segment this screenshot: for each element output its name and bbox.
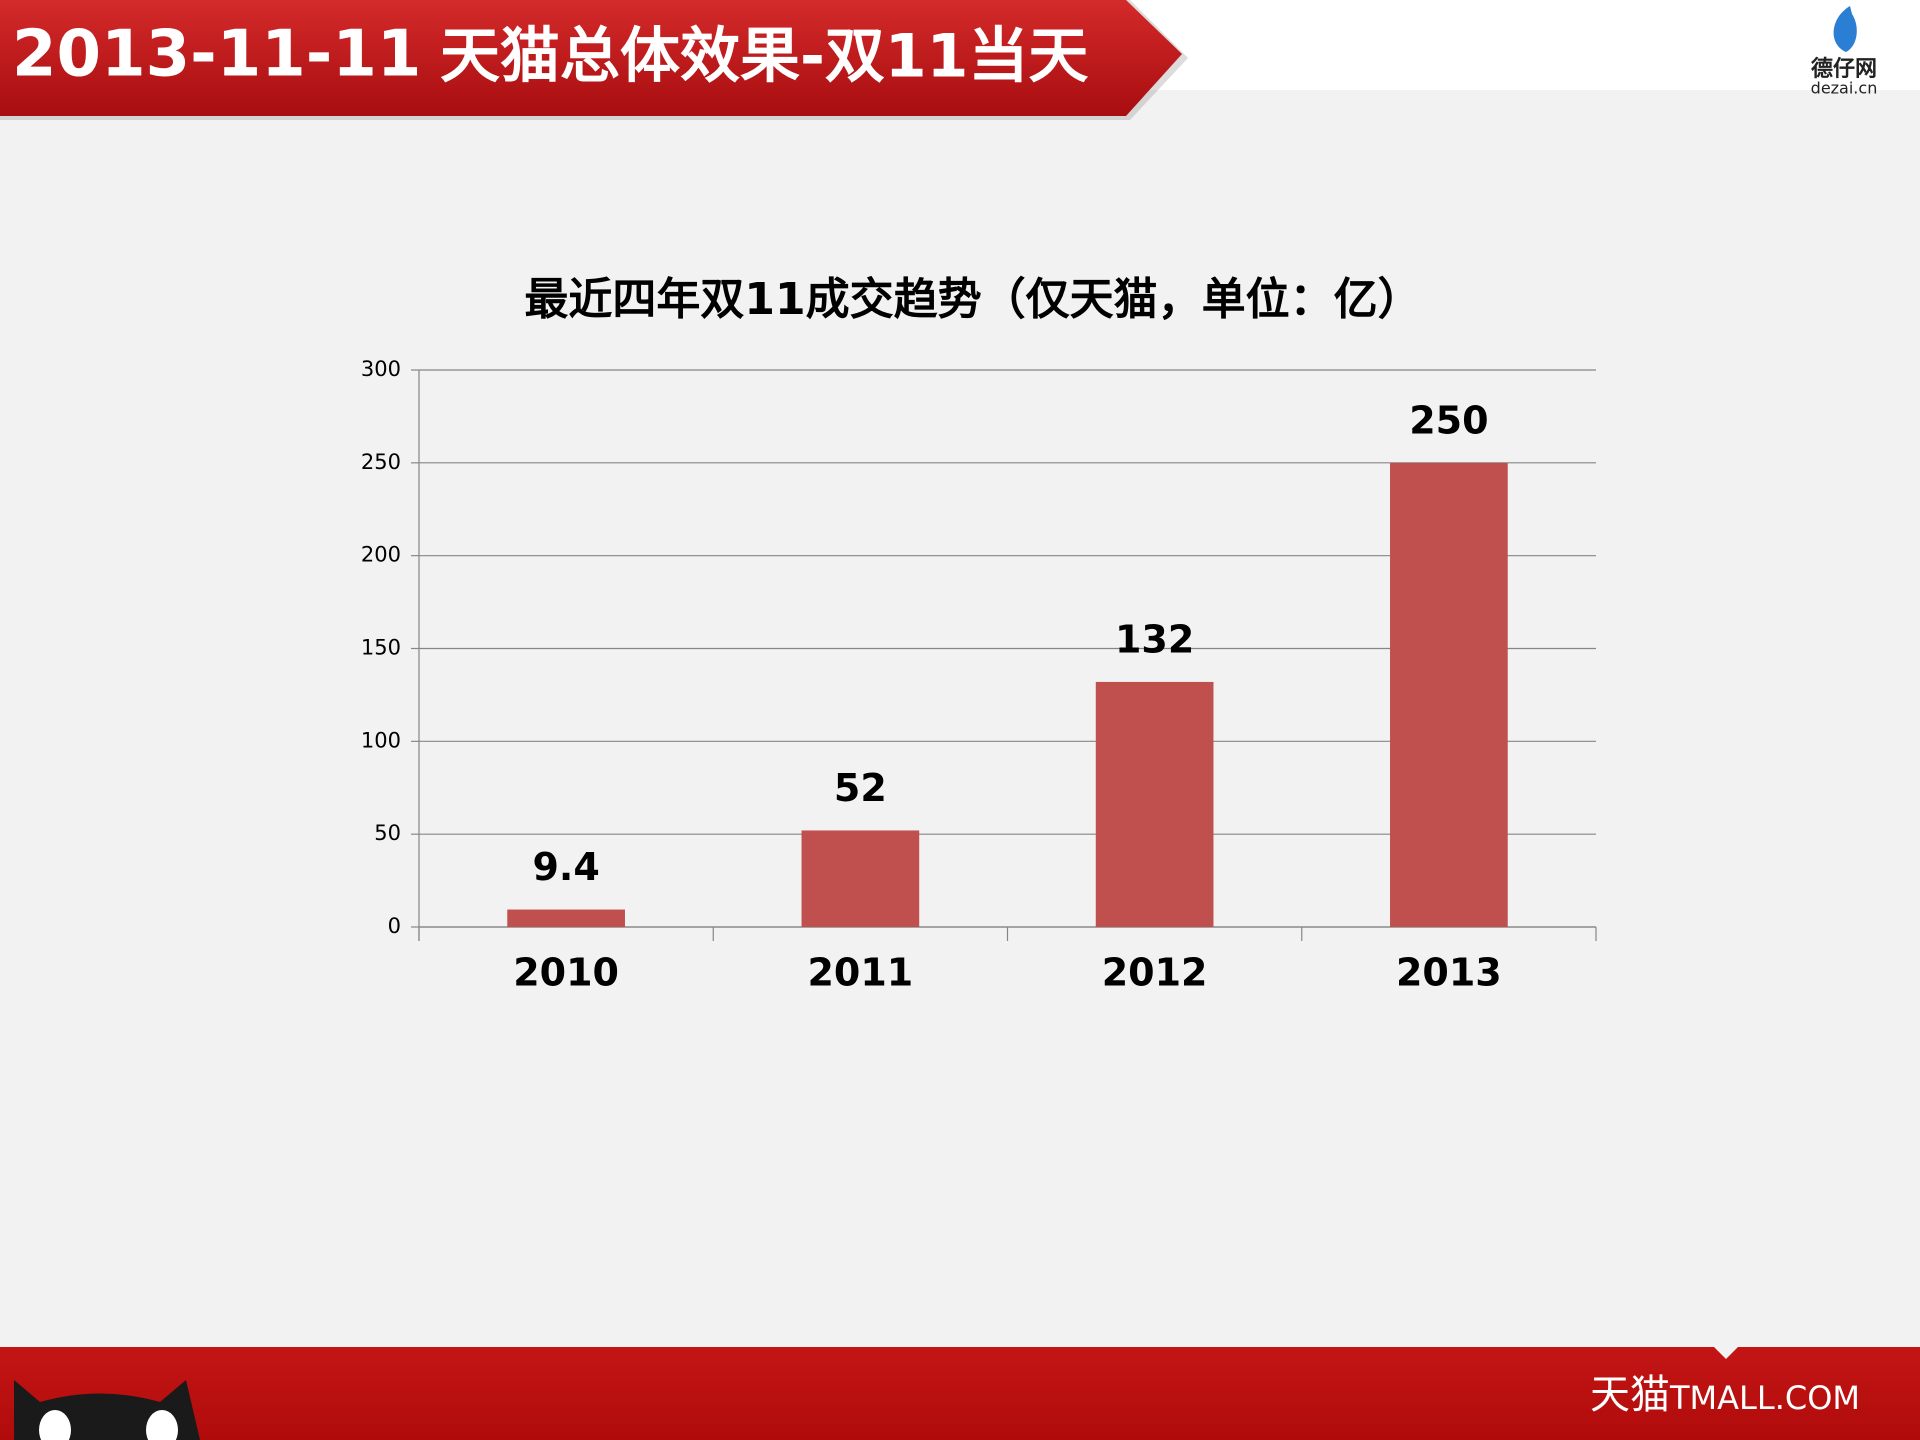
- header-bar: [0, 0, 1182, 116]
- header-date: 2013-11-11: [12, 18, 421, 92]
- x-tick-label: 2012: [1102, 951, 1208, 995]
- logo-text: 德仔网: [1811, 56, 1877, 82]
- bar: [1095, 681, 1214, 927]
- bar: [801, 830, 920, 927]
- x-tick-label: 2010: [513, 951, 619, 995]
- value-label: 132: [1115, 617, 1194, 661]
- x-tick-label: 2011: [807, 951, 913, 995]
- logo-subtext: dezai.cn: [1811, 79, 1878, 98]
- footer-bar: [0, 1347, 1920, 1440]
- value-label: 250: [1409, 398, 1488, 442]
- y-tick-label: 100: [361, 728, 401, 752]
- footer-brand: 天猫: [1590, 1372, 1670, 1418]
- x-tick-label: 2013: [1396, 951, 1502, 995]
- y-tick-label: 300: [361, 357, 401, 381]
- header-title: 天猫总体效果-双11当天: [440, 22, 1088, 92]
- bar: [1390, 462, 1508, 927]
- cat-eye: [39, 1410, 71, 1440]
- footer-notch: [1714, 1347, 1738, 1359]
- value-label: 52: [834, 766, 887, 810]
- footer-brand-en: TMALL.COM: [1669, 1379, 1860, 1417]
- chart-title: 最近四年双11成交趋势（仅天猫，单位：亿）: [524, 274, 1421, 325]
- y-tick-label: 200: [361, 543, 401, 567]
- bar: [507, 909, 625, 927]
- cat-eye: [146, 1410, 178, 1440]
- y-tick-label: 250: [361, 450, 401, 474]
- y-tick-label: 50: [374, 821, 401, 845]
- y-tick-label: 150: [361, 636, 401, 660]
- y-tick-label: 0: [388, 914, 401, 938]
- value-label: 9.4: [532, 845, 599, 889]
- logo-mark: [1833, 6, 1857, 52]
